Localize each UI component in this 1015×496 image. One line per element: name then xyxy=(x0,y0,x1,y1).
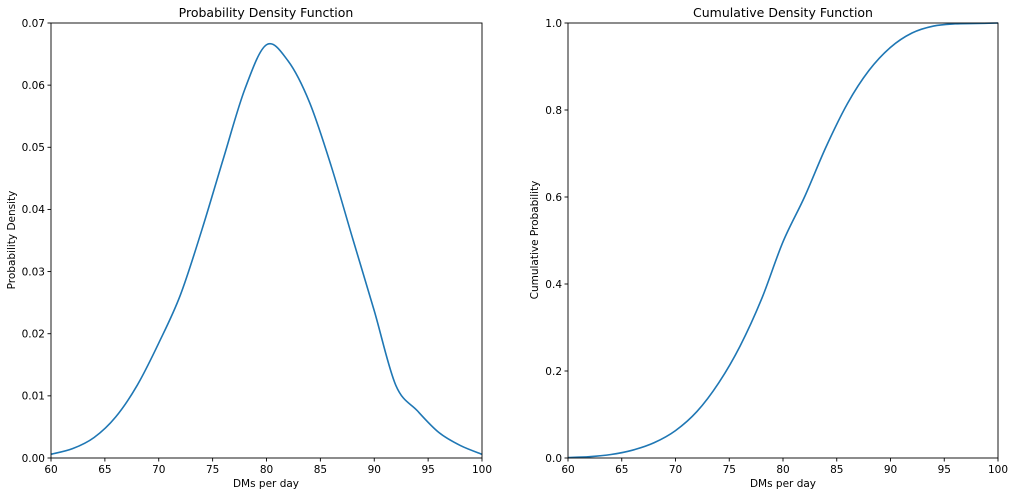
cdf-y-tick-label: 0.2 xyxy=(545,366,562,378)
cdf-chart-title: Cumulative Density Function xyxy=(693,5,873,20)
pdf-axes-frame xyxy=(50,22,483,459)
cdf-plot-area xyxy=(567,22,999,459)
pdf-plot-area xyxy=(50,22,483,459)
pdf-series-line xyxy=(50,42,483,456)
pdf-x-tick-label: 85 xyxy=(314,464,327,476)
pdf-x-tick-label: 95 xyxy=(421,464,434,476)
cdf-x-tick-label: 70 xyxy=(669,464,682,476)
pdf-y-tick-label: 0.00 xyxy=(22,453,45,465)
pdf-y-tick-label: 0.02 xyxy=(22,329,45,341)
pdf-x-tick-label: 70 xyxy=(152,464,165,476)
cdf-x-tick-label: 75 xyxy=(723,464,736,476)
pdf-x-axis-label: DMs per day xyxy=(233,478,299,490)
pdf-chart: Probability Density Function DMs per day… xyxy=(6,5,492,490)
cdf-ticks: 60 65 70 75 80 85 90 95 100 0.0 0.2 0.4 0.6 0.8 1.0 xyxy=(545,18,1008,476)
cdf-x-tick-label: 60 xyxy=(561,464,574,476)
pdf-y-tick-label: 0.01 xyxy=(22,391,45,403)
pdf-y-tick-label: 0.07 xyxy=(22,18,45,30)
cdf-y-axis-label: Cumulative Probability xyxy=(529,181,541,300)
cdf-series-line xyxy=(567,22,999,459)
cdf-x-tick-label: 90 xyxy=(884,464,897,476)
cdf-x-axis-label: DMs per day xyxy=(750,478,816,490)
pdf-y-tick-label: 0.04 xyxy=(22,204,46,216)
pdf-x-tick-label: 75 xyxy=(206,464,219,476)
cdf-y-tick-label: 0.0 xyxy=(545,453,562,465)
pdf-y-tick-label: 0.05 xyxy=(22,142,45,154)
pdf-y-tick-label: 0.03 xyxy=(22,266,45,278)
cdf-y-tick-label: 1.0 xyxy=(545,18,562,30)
cdf-axes-frame xyxy=(567,22,999,459)
pdf-x-tick-label: 90 xyxy=(368,464,381,476)
cdf-y-tick-label: 0.4 xyxy=(545,279,562,291)
pdf-ticks: 60 65 70 75 80 85 90 95 100 0.00 0.01 0.02 0.03 0.04 0… xyxy=(22,18,492,476)
cdf-chart: Cumulative Density Function DMs per day … xyxy=(529,5,1008,490)
cdf-x-tick-label: 80 xyxy=(776,464,789,476)
pdf-chart-title: Probability Density Function xyxy=(179,5,354,20)
cdf-x-tick-label: 65 xyxy=(615,464,628,476)
pdf-x-tick-label: 100 xyxy=(472,464,492,476)
pdf-x-tick-label: 60 xyxy=(44,464,57,476)
pdf-x-tick-label: 65 xyxy=(98,464,111,476)
pdf-y-tick-label: 0.06 xyxy=(22,80,46,92)
cdf-x-tick-label: 95 xyxy=(938,464,951,476)
pdf-x-tick-label: 80 xyxy=(260,464,273,476)
cdf-y-tick-label: 0.6 xyxy=(545,192,562,204)
pdf-y-axis-label: Probability Density xyxy=(6,191,18,290)
cdf-x-tick-label: 100 xyxy=(988,464,1008,476)
cdf-x-tick-label: 85 xyxy=(830,464,843,476)
cdf-y-tick-label: 0.8 xyxy=(545,105,562,117)
